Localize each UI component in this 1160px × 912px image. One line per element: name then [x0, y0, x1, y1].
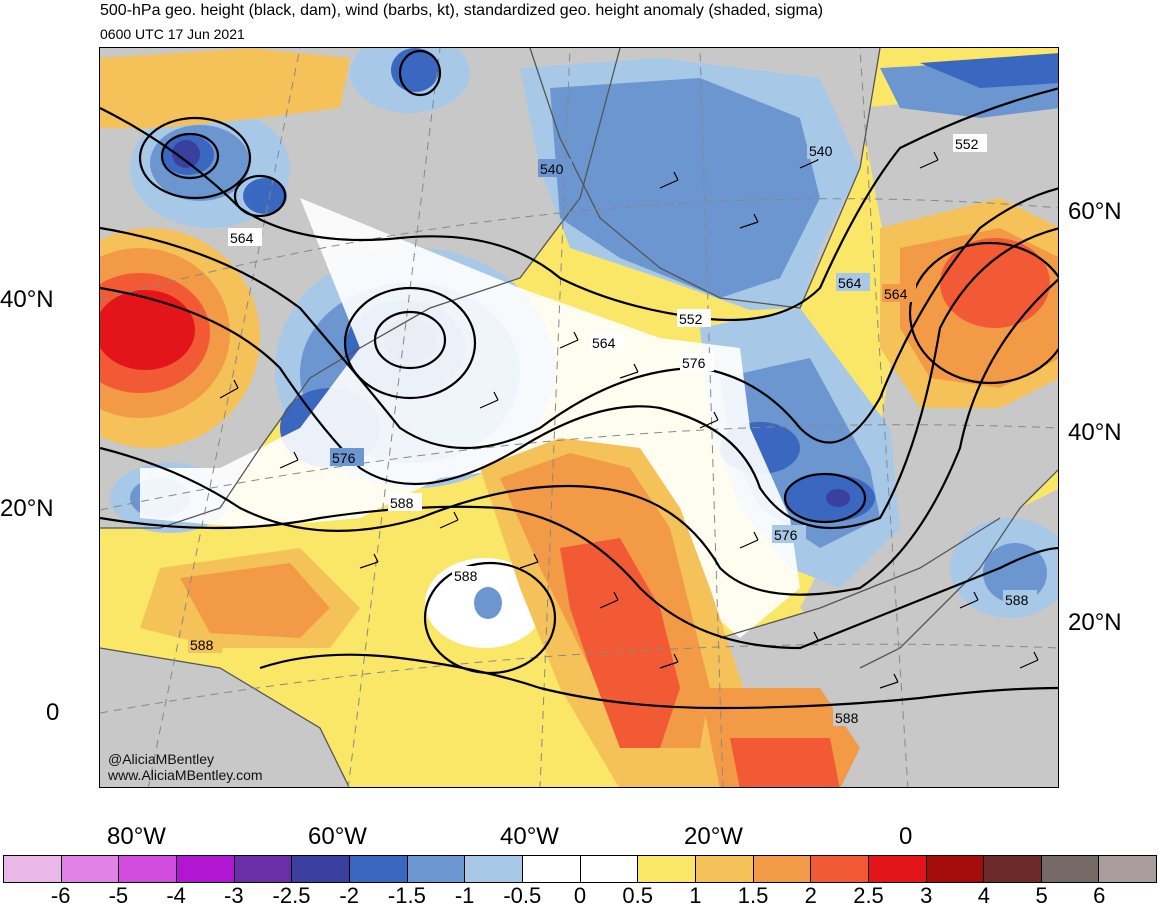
colorbar-tick-label: -1: [454, 883, 475, 908]
colorbar-swatch: [695, 856, 754, 882]
colorbar-tick-label: 4: [977, 883, 991, 908]
colorbar-swatch: [522, 856, 581, 882]
contour-label: 588: [1005, 592, 1029, 608]
lon-label: 60°W: [308, 823, 367, 850]
colorbar-tick-label: 0: [573, 883, 587, 908]
lat-label-right: 60°N: [1068, 198, 1122, 225]
colorbar-swatch: [1041, 856, 1100, 882]
contour-label: 576: [332, 450, 356, 466]
contour-label: 588: [454, 568, 478, 584]
contour-label: 576: [774, 527, 798, 543]
contour-label: 540: [540, 161, 564, 177]
contour-label: 564: [838, 275, 862, 291]
colorbar-swatch: [176, 856, 235, 882]
colorbar-tick-label: 2.5: [853, 883, 884, 908]
wind-barbs: [219, 151, 1039, 689]
contour-label: 564: [592, 335, 616, 351]
lon-label: 40°W: [500, 823, 559, 850]
colorbar-tick-label: 0.5: [622, 883, 653, 908]
colorbar-swatch: [753, 856, 812, 882]
contour-label: 588: [835, 710, 859, 726]
map-canvas: 540 540 552 552 564 564 564 564 576 576 …: [100, 48, 1058, 787]
colorbar-swatch: [292, 856, 350, 882]
contour-label: 576: [682, 355, 706, 371]
colorbar-swatch: [234, 856, 293, 882]
colorbar-swatch: [868, 856, 927, 882]
colorbar-swatch: [638, 856, 696, 882]
colorbar-swatch: [4, 856, 62, 882]
lat-label-left: 40°N: [0, 286, 54, 313]
colorbar-tick-label: 2: [804, 883, 817, 908]
colorbar-tick-label: 1: [689, 883, 702, 908]
colorbar-tick-label: -6: [50, 883, 71, 908]
colorbar-swatch: [580, 856, 639, 882]
contour-label: 552: [679, 311, 703, 327]
colorbar-tick-label: -5: [108, 883, 129, 908]
contour-label: 588: [390, 495, 414, 511]
map-valid-time: 0600 UTC 17 Jun 2021: [100, 26, 245, 42]
lon-label: 80°W: [107, 823, 166, 850]
height-contours: [100, 49, 1058, 710]
watermark-url: www.AliciaMBentley.com: [108, 767, 263, 783]
colorbar-tick-label: 6: [1093, 883, 1106, 908]
coastlines: [100, 48, 1058, 787]
colorbar-tick-label: -0.5: [503, 883, 542, 908]
colorbar-swatch: [984, 856, 1042, 882]
lat-label-left: 0: [46, 699, 60, 726]
lon-label: 0: [899, 823, 913, 850]
colorbar-tick-label: 1.5: [737, 883, 769, 908]
colorbar-swatch: [61, 856, 120, 882]
anomaly-colorbar: [3, 855, 1157, 883]
contour-label: 564: [230, 230, 254, 246]
colorbar-tick-label: -2: [339, 883, 359, 908]
contour-label: 552: [955, 136, 979, 152]
lat-label-right: 40°N: [1068, 419, 1122, 446]
watermark-handle: @AliciaMBentley: [108, 751, 215, 767]
colorbar-tick-label: -3: [224, 883, 244, 908]
colorbar-tick-label: 5: [1035, 883, 1048, 908]
colorbar-tick-label: -1.5: [387, 883, 426, 908]
contour-label: 540: [809, 143, 833, 159]
colorbar-swatch: [811, 856, 869, 882]
lat-label-left: 20°N: [0, 495, 54, 522]
lon-label: 20°W: [684, 823, 743, 850]
colorbar-tick-label: 3: [920, 883, 933, 908]
contour-label-group: 540 540 552 552 564 564 564 564 576 576 …: [188, 134, 1037, 726]
weather-map: 540 540 552 552 564 564 564 564 576 576 …: [99, 47, 1059, 788]
colorbar-swatch: [349, 856, 408, 882]
colorbar-swatch: [926, 856, 985, 882]
colorbar-swatch: [407, 856, 466, 882]
lat-label-right: 20°N: [1068, 609, 1122, 636]
colorbar-swatch: [1099, 856, 1157, 882]
colorbar-swatch: [119, 856, 177, 882]
south-america-land: [100, 648, 350, 787]
map-title: 500-hPa geo. height (black, dam), wind (…: [100, 2, 824, 19]
colorbar-tick-label: -2.5: [272, 883, 311, 908]
positive-anomalies: [100, 48, 1058, 787]
colorbar-swatch: [465, 856, 523, 882]
contour-label: 564: [884, 286, 908, 302]
contour-label: 588: [190, 637, 214, 653]
colorbar-tick-label: -4: [166, 883, 186, 908]
